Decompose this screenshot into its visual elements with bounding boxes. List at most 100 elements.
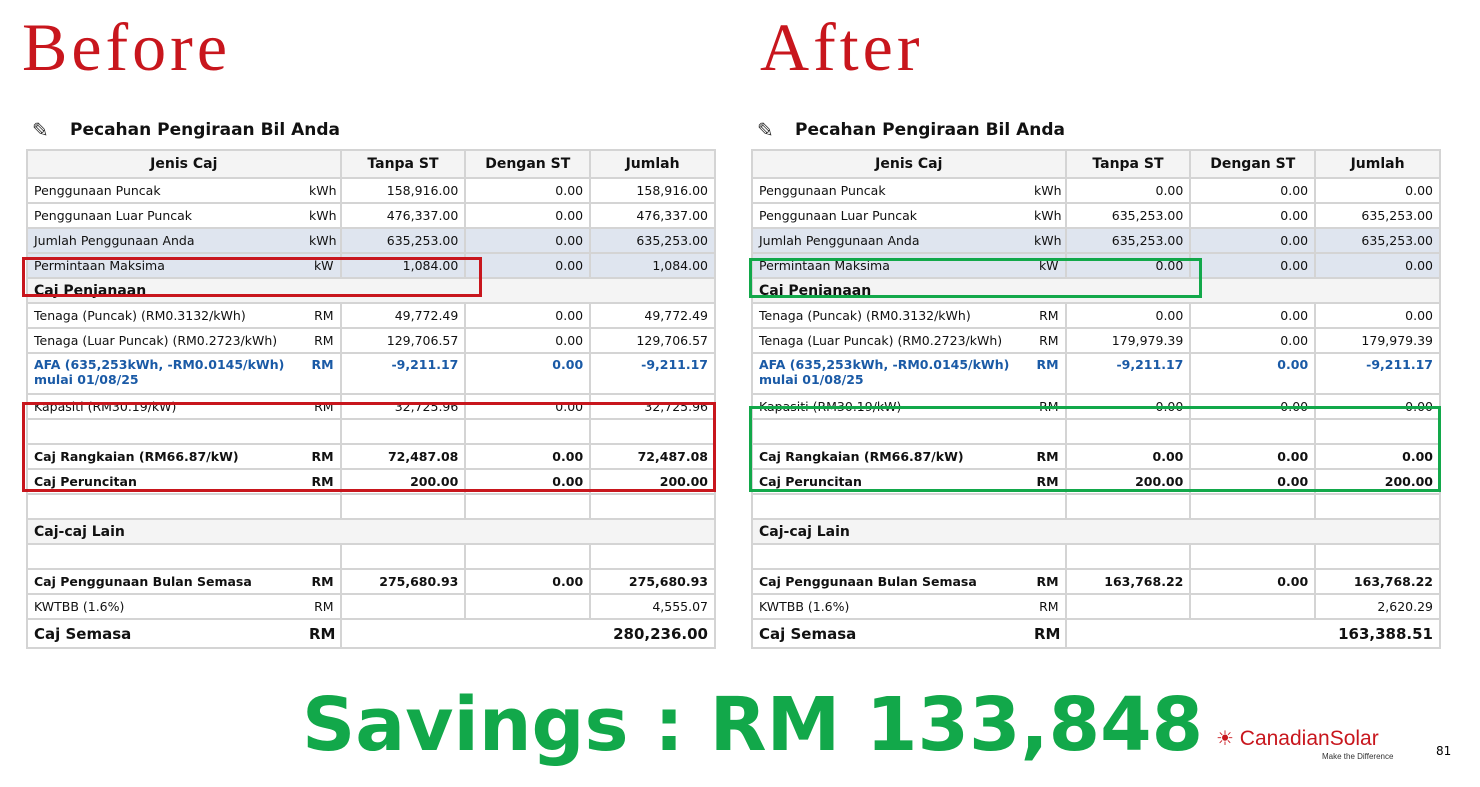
table-row: Kapasiti (RM30.19/kW) RM 32,725.96 0.00 32,7…: [26, 393, 716, 420]
row-label: Caj Semasa: [26, 618, 303, 649]
section-header: Caj-caj Lain: [26, 518, 716, 545]
row-unit: [303, 418, 342, 445]
row-unit: RM: [303, 393, 342, 420]
column-header: Dengan ST: [464, 149, 592, 179]
after-heading: After: [760, 9, 924, 85]
tanpa-st-value: [339, 493, 467, 520]
row-label: Caj Penggunaan Bulan Semasa: [26, 568, 303, 595]
jumlah-value: [589, 418, 716, 445]
before-bill-table: Jenis Caj Tanpa ST Dengan ST Jumlah Pengguna…: [26, 149, 717, 649]
section-header: Caj Penjanaan: [751, 277, 1441, 304]
table-row: Tenaga (Puncak) (RM0.3132/kWh) RM 49,772.4…: [26, 302, 716, 329]
dengan-st-value: 0.00: [464, 177, 592, 204]
table-row: [751, 493, 1441, 520]
edit-icon: ✎: [757, 118, 774, 142]
row-label: [751, 418, 1028, 445]
row-unit: [303, 493, 342, 520]
dengan-st-value: 0.00: [1189, 227, 1317, 254]
jumlah-value: 2,620.29: [1314, 593, 1441, 620]
before-heading: Before: [22, 9, 232, 85]
row-unit: RM: [303, 327, 342, 354]
row-unit: kWh: [1028, 202, 1067, 229]
tanpa-st-value: [339, 418, 467, 445]
table-row: [26, 493, 716, 520]
jumlah-value: 0.00: [1314, 252, 1441, 279]
jumlah-value: 1,084.00: [589, 252, 716, 279]
tanpa-st-value: 129,706.57: [339, 327, 467, 354]
column-header: Tanpa ST: [1064, 149, 1192, 179]
table-row: Penggunaan Puncak kWh 158,916.00 0.00 158,91…: [26, 177, 716, 204]
row-label: Tenaga (Luar Puncak) (RM0.2723/kWh): [26, 327, 303, 354]
total-amount: 163,388.51: [1064, 618, 1442, 649]
jumlah-value: 635,253.00: [589, 227, 716, 254]
logo-tagline: Make the Difference: [1322, 752, 1394, 761]
row-unit: RM: [303, 352, 342, 395]
after-highlight-max-demand: [749, 258, 1202, 298]
table-row: Caj Penjanaan: [751, 277, 1441, 304]
tanpa-st-value: 0.00: [1064, 252, 1192, 279]
jumlah-value: 158,916.00: [589, 177, 716, 204]
before-panel: ✎ Pecahan Pengiraan Bil Anda Jenis Caj Tan…: [26, 114, 718, 649]
row-label: AFA (635,253kWh, -RM0.0145/kWh) mulai 01…: [26, 352, 303, 395]
tanpa-st-value: 0.00: [1064, 177, 1192, 204]
dengan-st-value: [1189, 418, 1317, 445]
table-row: Penggunaan Luar Puncak kWh 476,337.00 0.00 4…: [26, 202, 716, 229]
row-label: Caj Penggunaan Bulan Semasa: [751, 568, 1028, 595]
dengan-st-value: [464, 543, 592, 570]
row-unit: RM: [303, 568, 342, 595]
column-header: Jumlah: [1314, 149, 1441, 179]
row-label: Tenaga (Luar Puncak) (RM0.2723/kWh): [751, 327, 1028, 354]
tanpa-st-value: [339, 593, 467, 620]
row-unit: [1028, 493, 1067, 520]
dengan-st-value: 0.00: [1189, 352, 1317, 395]
tanpa-st-value: -9,211.17: [1064, 352, 1192, 395]
dengan-st-value: 0.00: [464, 327, 592, 354]
dengan-st-value: 0.00: [1189, 302, 1317, 329]
jumlah-value: 163,768.22: [1314, 568, 1441, 595]
row-label: KWTBB (1.6%): [26, 593, 303, 620]
table-row: Tenaga (Luar Puncak) (RM0.2723/kWh) RM 179…: [751, 327, 1441, 354]
jumlah-value: 129,706.57: [589, 327, 716, 354]
jumlah-value: 72,487.08: [589, 443, 716, 470]
row-label: Caj Semasa: [751, 618, 1028, 649]
dengan-st-value: 0.00: [464, 393, 592, 420]
row-label: Kapasiti (RM30.19/kW): [26, 393, 303, 420]
dengan-st-value: 0.00: [464, 443, 592, 470]
tanpa-st-value: 179,979.39: [1064, 327, 1192, 354]
total-amount: 280,236.00: [339, 618, 717, 649]
row-label: [751, 543, 1028, 570]
row-label: [751, 493, 1028, 520]
row-unit: kWh: [303, 177, 342, 204]
table-row: Caj-caj Lain: [26, 518, 716, 545]
row-unit: RM: [303, 302, 342, 329]
jumlah-value: [589, 493, 716, 520]
jumlah-value: [1314, 418, 1441, 445]
panel-title: Pecahan Pengiraan Bil Anda: [795, 120, 1065, 140]
jumlah-value: 635,253.00: [1314, 202, 1441, 229]
dengan-st-value: 0.00: [464, 568, 592, 595]
row-label: Jumlah Penggunaan Anda: [26, 227, 303, 254]
row-unit: kWh: [1028, 227, 1067, 254]
jumlah-value: -9,211.17: [589, 352, 716, 395]
dengan-st-value: [1189, 493, 1317, 520]
row-unit: RM: [1028, 593, 1067, 620]
dengan-st-value: 0.00: [1189, 177, 1317, 204]
tanpa-st-value: 476,337.00: [339, 202, 467, 229]
row-label: KWTBB (1.6%): [751, 593, 1028, 620]
row-label: Permintaan Maksima: [751, 252, 1028, 279]
dengan-st-value: [1189, 543, 1317, 570]
table-row: Caj Rangkaian (RM66.87/kW) RM 72,487.08 0.0…: [26, 443, 716, 470]
after-highlight-capacity: [749, 406, 1441, 492]
table-row: Caj Penggunaan Bulan Semasa RM 275,680.93 0…: [26, 568, 716, 595]
section-header: Caj Penjanaan: [26, 277, 716, 304]
column-header: Dengan ST: [1189, 149, 1317, 179]
dengan-st-value: 0.00: [464, 352, 592, 395]
panel-title: Pecahan Pengiraan Bil Anda: [70, 120, 340, 140]
tanpa-st-value: [1064, 418, 1192, 445]
row-unit: RM: [1028, 568, 1067, 595]
sun-icon: ☀: [1216, 728, 1234, 750]
jumlah-value: 635,253.00: [1314, 227, 1441, 254]
row-label: Penggunaan Luar Puncak: [751, 202, 1028, 229]
row-label: Tenaga (Puncak) (RM0.3132/kWh): [26, 302, 303, 329]
tanpa-st-value: [339, 543, 467, 570]
